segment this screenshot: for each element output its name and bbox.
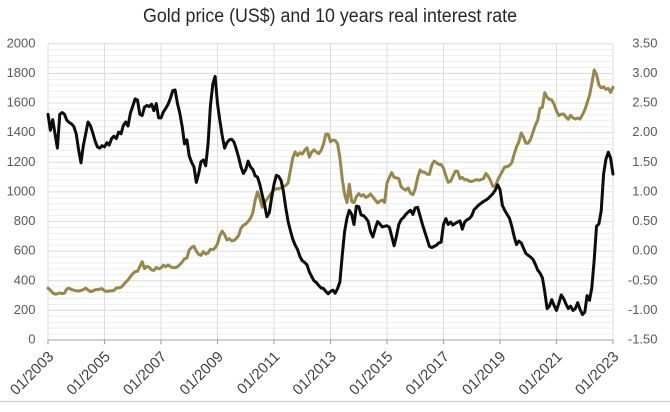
svg-text:400: 400 (14, 272, 36, 287)
svg-text:0.50: 0.50 (632, 213, 657, 228)
svg-text:0: 0 (28, 332, 35, 347)
svg-text:-1.50: -1.50 (628, 332, 658, 347)
svg-text:2.50: 2.50 (632, 95, 657, 110)
svg-text:1400: 1400 (7, 124, 36, 139)
svg-text:0.00: 0.00 (632, 243, 657, 258)
svg-text:1600: 1600 (7, 95, 36, 110)
svg-text:3.00: 3.00 (632, 65, 657, 80)
svg-text:-1.00: -1.00 (628, 302, 658, 317)
svg-text:-0.50: -0.50 (628, 272, 658, 287)
svg-text:2.00: 2.00 (632, 124, 657, 139)
svg-text:1.50: 1.50 (632, 154, 657, 169)
svg-text:1800: 1800 (7, 65, 36, 80)
svg-text:Gold price (US$) and 10 years: Gold price (US$) and 10 years real inter… (143, 6, 517, 27)
svg-text:1000: 1000 (7, 183, 36, 198)
svg-text:800: 800 (14, 213, 36, 228)
svg-text:1.00: 1.00 (632, 183, 657, 198)
svg-text:600: 600 (14, 243, 36, 258)
svg-text:2000: 2000 (7, 35, 36, 50)
svg-text:200: 200 (14, 302, 36, 317)
svg-text:3.50: 3.50 (632, 35, 657, 50)
svg-text:1200: 1200 (7, 154, 36, 169)
